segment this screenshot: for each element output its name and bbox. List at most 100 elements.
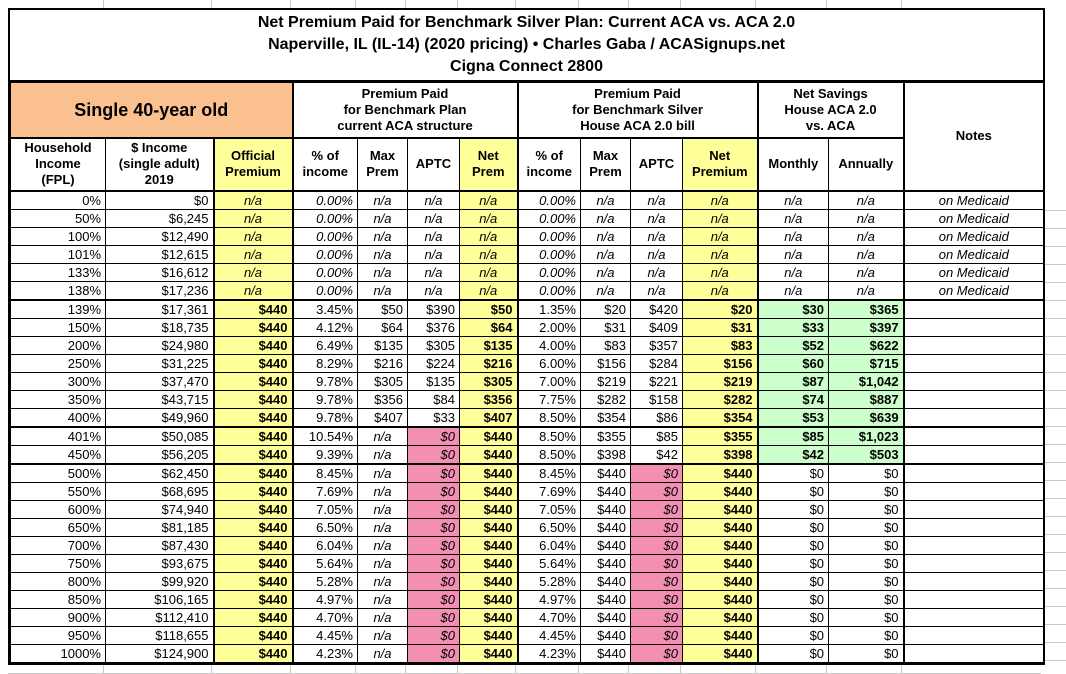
cell: $407 xyxy=(357,407,408,428)
gridline-tick xyxy=(1045,498,1066,499)
cell: $0 xyxy=(828,535,905,555)
cell: $33 xyxy=(757,317,830,337)
cell: n/a xyxy=(757,280,830,301)
cell: $282 xyxy=(580,389,631,409)
cell: n/a xyxy=(828,190,905,210)
cell: 500% xyxy=(10,463,106,483)
cell: $0 xyxy=(828,625,905,645)
cell: $42 xyxy=(630,444,683,465)
cell: $409 xyxy=(630,317,683,337)
cell: 8.50% xyxy=(517,444,581,465)
cell: 101% xyxy=(10,244,106,264)
cell: $355 xyxy=(580,426,631,446)
cell: $0 xyxy=(630,553,683,573)
cell: n/a xyxy=(580,280,631,301)
col-header-income: $ Income (single adult) 2019 xyxy=(105,137,215,192)
gridline-tick xyxy=(1045,606,1066,607)
table-row: 100% $12,490 n/a 0.00% n/a n/a n/a 0.00% n/a n/a n… xyxy=(10,226,1045,246)
cell: $219 xyxy=(681,371,759,391)
header-current-aca-group: Premium Paid for Benchmark Plan current … xyxy=(292,82,519,139)
cell: n/a xyxy=(681,262,759,282)
cell: $440 xyxy=(213,299,294,319)
table-row: 250% $31,225 $440 8.29% $216 $224 $216 6.00% $15… xyxy=(10,353,1045,373)
gridline-tick xyxy=(290,0,291,8)
cell: $440 xyxy=(580,535,631,555)
cell: $12,490 xyxy=(105,226,215,246)
cell: 7.69% xyxy=(517,481,581,501)
cell: 401% xyxy=(10,426,106,446)
cell: $440 xyxy=(580,607,631,627)
cell: $124,900 xyxy=(105,643,215,663)
cell: n/a xyxy=(630,262,683,282)
gridline-ticks-top xyxy=(8,0,1041,8)
gridline-tick xyxy=(1045,660,1066,661)
cell: 2.00% xyxy=(517,317,581,337)
cell: $440 xyxy=(213,317,294,337)
gridline-tick xyxy=(1045,390,1066,391)
cell: $74 xyxy=(757,389,830,409)
cell: $17,361 xyxy=(105,299,215,319)
cell: 850% xyxy=(10,589,106,609)
gridline-tick xyxy=(1045,318,1066,319)
cell: $440 xyxy=(580,571,631,591)
cell: $0 xyxy=(407,607,460,627)
cell: n/a xyxy=(681,244,759,264)
cell: 139% xyxy=(10,299,106,319)
table-row: 900% $112,410 $440 4.70% n/a $0 $440 4.70% $440 $… xyxy=(10,607,1045,627)
table-title: Net Premium Paid for Benchmark Silver Pl… xyxy=(10,10,1043,82)
gridline-tick xyxy=(1045,588,1066,589)
gridline-tick xyxy=(1045,552,1066,553)
gridline-tick xyxy=(901,0,902,8)
table-row: 700% $87,430 $440 6.04% n/a $0 $440 6.04% $440 $0… xyxy=(10,535,1045,555)
cell: n/a xyxy=(357,607,408,627)
cell: $0 xyxy=(757,499,830,519)
cell: $74,940 xyxy=(105,499,215,519)
title-line-1: Net Premium Paid for Benchmark Silver Pl… xyxy=(257,14,796,31)
cell: $440 xyxy=(580,463,631,483)
cell: n/a xyxy=(828,262,905,282)
cell: 7.05% xyxy=(517,499,581,519)
cell: $440 xyxy=(213,463,294,483)
cell: $639 xyxy=(828,407,905,428)
cell: $503 xyxy=(828,444,905,465)
cell: n/a xyxy=(757,262,830,282)
cell: n/a xyxy=(213,280,294,301)
cell: $440 xyxy=(459,517,519,537)
cell: $85 xyxy=(630,426,683,446)
table-row: 300% $37,470 $440 9.78% $305 $135 $305 7.00% $21… xyxy=(10,371,1045,391)
cell: $135 xyxy=(357,335,408,355)
cell: $440 xyxy=(459,553,519,573)
cell: n/a xyxy=(459,280,519,301)
table-row: 133% $16,612 n/a 0.00% n/a n/a n/a 0.00% n/a n/a n… xyxy=(10,262,1045,282)
cell: $440 xyxy=(459,643,519,663)
cell: n/a xyxy=(407,244,460,264)
cell: $52 xyxy=(757,335,830,355)
cell: 1.35% xyxy=(517,299,581,319)
cell: 10.54% xyxy=(292,426,358,446)
cell: 4.70% xyxy=(292,607,358,627)
cell: $398 xyxy=(681,444,759,465)
cell: $6,245 xyxy=(105,208,215,228)
cell: $354 xyxy=(580,407,631,428)
cell: $31 xyxy=(681,317,759,337)
col-header-savings-annually: Annually xyxy=(828,137,905,192)
cell: $81,185 xyxy=(105,517,215,537)
cell: $0 xyxy=(828,607,905,627)
cell: $440 xyxy=(459,535,519,555)
cell: $397 xyxy=(828,317,905,337)
cell: n/a xyxy=(357,226,408,246)
cell: 5.28% xyxy=(517,571,581,591)
cell: n/a xyxy=(828,226,905,246)
cell: n/a xyxy=(681,226,759,246)
cell: n/a xyxy=(459,244,519,264)
cell: $440 xyxy=(213,389,294,409)
cell: $84 xyxy=(407,389,460,409)
cell: $106,165 xyxy=(105,589,215,609)
table-row: 500% $62,450 $440 8.45% n/a $0 $440 8.45% $440 $0… xyxy=(10,463,1045,483)
cell: n/a xyxy=(357,463,408,483)
cell: $37,470 xyxy=(105,371,215,391)
cell: $440 xyxy=(213,517,294,537)
cell xyxy=(903,389,1045,409)
table-row: 600% $74,940 $440 7.05% n/a $0 $440 7.05% $440 $0… xyxy=(10,499,1045,519)
cell: $440 xyxy=(213,426,294,446)
